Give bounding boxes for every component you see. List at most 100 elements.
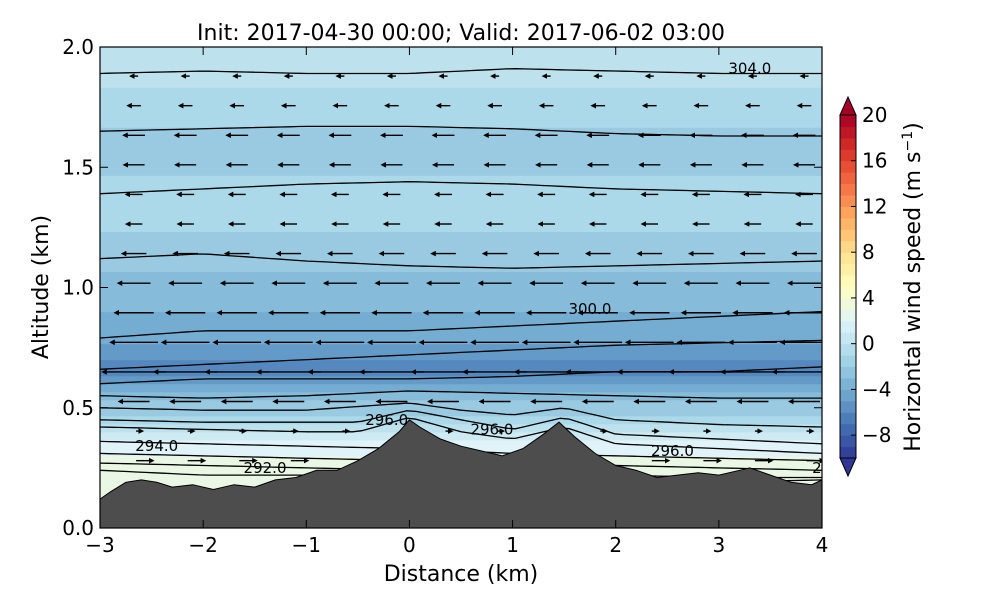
contour-label: 296.0 — [470, 420, 513, 438]
wind-band — [100, 255, 822, 265]
colorbar-segment — [840, 446, 856, 459]
colorbar-segment — [840, 320, 856, 333]
colorbar-tick-label: 8 — [862, 240, 875, 264]
isentrope-line — [100, 402, 822, 428]
y-tick-label: 0.0 — [62, 516, 94, 540]
colorbar-segment — [840, 297, 856, 310]
wind-band — [100, 263, 822, 273]
colorbar-extend-min — [839, 457, 857, 478]
isentrope-line — [100, 410, 822, 445]
contour-label: 296.0 — [651, 442, 694, 460]
wind-band — [100, 71, 822, 80]
colorbar-segment — [840, 160, 856, 173]
x-tick-label: 4 — [816, 533, 829, 557]
wind-band — [100, 319, 822, 329]
colorbar-label-close: ) — [901, 122, 926, 131]
colorbar-tick-label: 0 — [862, 332, 875, 356]
wind-band — [100, 247, 822, 257]
colorbar-tick-label: −4 — [862, 377, 891, 401]
colorbar-segment — [840, 137, 856, 150]
colorbar-tick-label: 20 — [862, 103, 887, 127]
colorbar-tick-label: 4 — [862, 286, 875, 310]
colorbar-frame — [839, 114, 857, 459]
isentrope-line — [100, 310, 822, 339]
colorbar-tick-label: 16 — [862, 149, 887, 173]
terrain-profile — [100, 419, 822, 528]
contour-label: 296.0 — [365, 411, 408, 429]
isentrope-line — [100, 253, 822, 269]
wind-band — [100, 151, 822, 160]
colorbar-label: Horizontal wind speed (m s−1) — [900, 122, 926, 452]
isentrope-line — [100, 417, 822, 455]
colorbar-tick-label: −8 — [862, 423, 891, 447]
wind-band — [100, 399, 822, 409]
colorbar-segment — [840, 423, 856, 436]
wind-band — [100, 383, 822, 393]
isentrope-line — [100, 390, 822, 399]
wind-band — [100, 175, 822, 184]
wind-band — [100, 183, 822, 192]
colorbar-segment — [840, 366, 856, 379]
wind-band — [100, 127, 822, 136]
wind-band — [100, 103, 822, 112]
wind-band — [100, 135, 822, 144]
wind-band — [100, 159, 822, 168]
wind-speed-field — [100, 47, 822, 528]
x-tick-label: −1 — [292, 533, 321, 557]
wind-band — [100, 295, 822, 305]
x-tick-label: 3 — [712, 533, 725, 557]
wind-band — [100, 407, 822, 417]
colorbar-segment — [840, 309, 856, 322]
colorbar-label-superscript: −1 — [900, 131, 916, 152]
isentrope-line — [100, 68, 822, 75]
wind-band — [100, 95, 822, 104]
wind-band — [100, 287, 822, 297]
colorbar: −8 −4 0 4 8 12 16 20 — [839, 95, 891, 478]
x-axis-label: Distance (km) — [384, 562, 539, 587]
colorbar-segment — [840, 126, 856, 139]
wind-band — [100, 375, 822, 385]
x-tick-label: −2 — [188, 533, 217, 557]
colorbar-segment — [840, 355, 856, 368]
wind-band — [100, 215, 822, 224]
wind-band — [100, 271, 822, 281]
wind-band — [100, 79, 822, 88]
wind-band — [100, 55, 822, 64]
wind-band — [100, 199, 822, 208]
x-tick-label: 1 — [506, 533, 519, 557]
colorbar-segment — [840, 206, 856, 219]
wind-band — [100, 47, 822, 56]
colorbar-segment — [840, 183, 856, 196]
contour-label: 292.0 — [244, 459, 287, 477]
wind-band — [100, 351, 822, 361]
colorbar-segment — [840, 252, 856, 265]
colorbar-segment — [840, 195, 856, 207]
wind-band — [100, 335, 822, 345]
wind-band — [100, 63, 822, 72]
y-tick-label: 0.5 — [62, 396, 94, 420]
wind-band — [100, 167, 822, 176]
colorbar-segment — [840, 240, 856, 253]
colorbar-segment — [840, 343, 856, 356]
wind-band — [100, 119, 822, 128]
colorbar-segment — [840, 275, 856, 287]
y-axis-ticks: 0.0 0.5 1.0 1.5 2.0 — [62, 35, 822, 540]
wind-band — [100, 111, 822, 120]
isentrope-line — [100, 339, 822, 370]
wind-band — [100, 327, 822, 337]
contour-label: 294.0 — [135, 437, 178, 455]
colorbar-label-main: Horizontal wind speed (m s — [901, 151, 926, 451]
x-axis-ticks: −3 −2 −1 0 1 2 3 4 — [85, 47, 828, 557]
y-tick-label: 1.5 — [62, 155, 94, 179]
wind-band — [100, 279, 822, 289]
colorbar-segment — [840, 286, 856, 299]
wind-band — [100, 431, 822, 441]
y-axis-label: Altitude (km) — [29, 215, 54, 359]
wind-band — [100, 423, 822, 433]
contour-label: 300.0 — [568, 300, 611, 318]
colorbar-tick-label: 12 — [862, 194, 887, 218]
wind-band — [100, 343, 822, 353]
x-tick-label: 0 — [403, 533, 416, 557]
wind-band — [100, 239, 822, 249]
